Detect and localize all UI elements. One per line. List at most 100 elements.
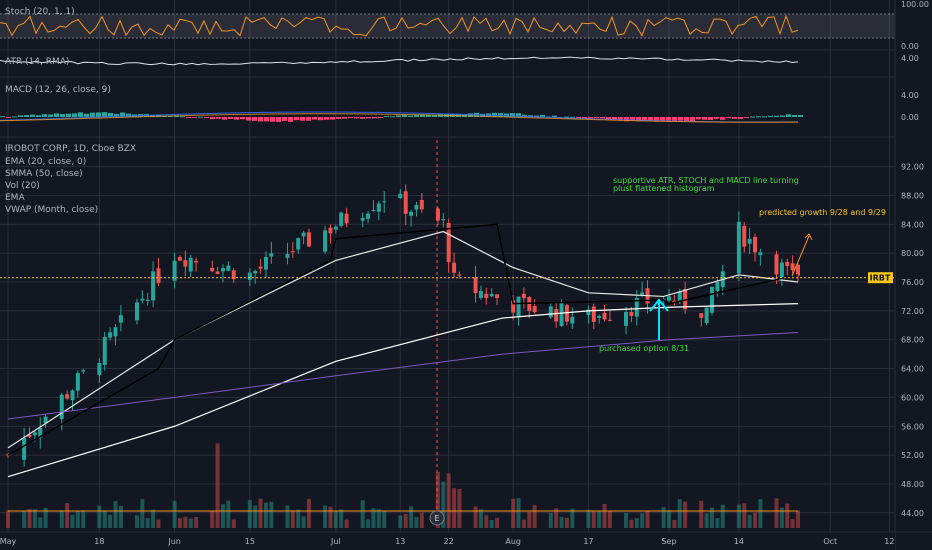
candle-body [607,319,612,321]
volume-bar [489,519,494,528]
legend-study: EMA (20, close, 0) [5,157,86,167]
volume-bar [27,509,32,528]
macd-histogram-bar [282,117,287,121]
macd-histogram-bar [246,117,251,121]
macd-histogram-bar [90,112,95,117]
stoch-pane: Stoch (20, 1, 1) [0,7,895,39]
volume-bar [81,510,86,528]
candle-body [70,390,75,401]
macd-histogram-bar [522,114,527,117]
volume-bar [177,518,182,528]
candle-body [473,277,478,294]
macd-histogram-bar [372,117,377,119]
macd-histogram-bar [306,117,311,121]
candle-body [371,209,376,212]
macd-histogram-bar [732,117,737,119]
candle-body [736,221,741,274]
volume-bar [511,498,516,528]
macd-histogram-bar [288,117,293,122]
macd-histogram-bar [402,114,407,117]
candle-body [785,261,790,267]
macd-histogram-bar [492,112,497,117]
time-axis-labels: May 18 Jun 15 Jul 13 22 Aug 17 Sep 14 Oct 12 [0,537,894,546]
macd-histogram-bar [774,115,779,117]
overlay-line [7,230,799,449]
volume-bar [548,512,553,528]
volume-bar [301,516,306,528]
macd-histogram-bar [552,115,557,117]
candle-body [672,300,677,303]
macd-histogram-bar [762,116,767,118]
candle-body [634,297,639,317]
volume-bar [118,505,123,528]
candle-body [151,271,156,301]
macd-histogram-bar [612,117,617,120]
candle-body [113,327,118,337]
candle-body [570,316,575,324]
candle-body [516,296,521,317]
volume-bar [667,510,672,528]
volume-bar [210,511,215,528]
candle-body [247,272,252,280]
candle-body [43,416,48,424]
volume-bar [419,512,424,528]
macd-histogram-bar [756,116,761,118]
candle-body [339,212,344,226]
macd-histogram-bar [6,117,11,118]
price-tick-label: 76.00 [901,278,924,287]
macd-histogram-bar [510,113,515,117]
volume-bar [591,510,596,528]
macd-histogram-bar [330,117,335,120]
legend: IROBOT CORP, 1D, Cboe BZX EMA (20, close… [5,144,136,215]
option-arrow-head [649,298,669,312]
volume-bar [478,509,483,528]
candle-body [409,211,414,216]
volume-bar [559,516,564,528]
macd-histogram-bar [12,116,17,118]
volume-bar [102,510,107,528]
macd-histogram-bar [222,117,227,120]
candle-body [65,394,70,399]
macd-histogram-bar [504,113,509,117]
volume-bar [661,507,666,528]
macd-histogram-bar [654,117,659,122]
note-predicted-growth: predicted growth 9/28 and 9/29 [759,208,886,217]
candle-body [457,274,462,276]
price-axis[interactable] [895,0,932,550]
time-tick-label: Sep [661,537,676,546]
candle-body [97,363,102,376]
macd-histogram-bar [714,117,719,119]
macd-histogram-bar [108,112,113,117]
volume-bar [457,488,462,528]
volume-bar [414,517,419,528]
candle-body [403,191,408,214]
macd-histogram-bar [66,113,71,117]
candle-body [521,293,526,299]
stoch-band [0,14,895,38]
candle-body [258,266,263,269]
candle-body [360,217,365,221]
volume-bar [65,502,70,528]
macd-label: MACD (12, 26, close, 9) [5,85,111,95]
candle-body [102,337,107,365]
candle-body [263,256,268,270]
volume-bar [736,504,741,528]
candle-body [253,271,258,274]
volume-bar [360,500,365,528]
macd-histogram-bar [582,117,587,119]
candle-body [183,260,188,267]
earnings-event-marker[interactable] [429,510,445,526]
volume-bar [586,509,591,528]
macd-histogram-bar [18,115,23,117]
legend-study: SMMA (50, close) [5,169,83,179]
candle-body [22,437,27,460]
grid [0,0,895,532]
candle-body [715,282,720,291]
earnings-event-label: E [434,514,439,523]
time-axis[interactable] [0,532,895,550]
stoch-tick-label: 0.00 [901,42,919,51]
candle-body [511,300,516,313]
candle-body [414,204,419,210]
macd-histogram-bar [708,117,713,120]
macd-histogram-bar [264,117,269,122]
